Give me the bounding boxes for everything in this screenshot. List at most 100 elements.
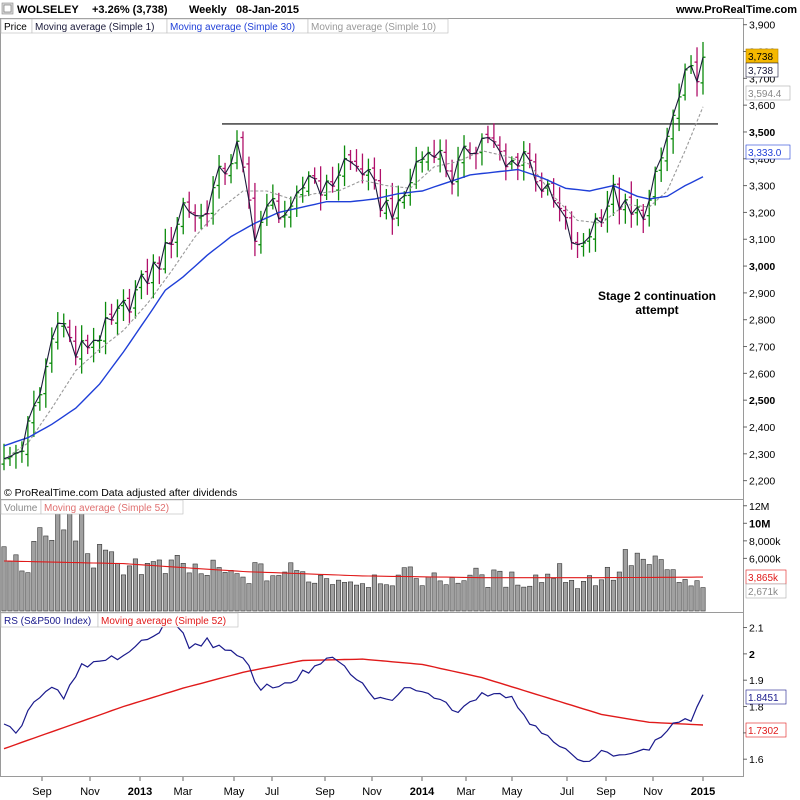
volume-bar xyxy=(294,570,300,612)
volume-bar xyxy=(79,512,85,612)
volume-bar xyxy=(395,574,401,612)
volume-bar xyxy=(533,574,539,612)
price-bar xyxy=(700,41,706,95)
date-label: 08-Jan-2015 xyxy=(236,4,299,16)
volume-bar xyxy=(55,510,61,612)
volume-bar xyxy=(43,535,49,612)
price-bar xyxy=(312,167,318,184)
volume-bar xyxy=(353,584,359,612)
volume-bar xyxy=(622,549,628,612)
price-bar xyxy=(419,151,425,173)
price-bar xyxy=(389,182,395,235)
volume-bar xyxy=(539,582,545,612)
volume-bar xyxy=(126,565,132,612)
price-bar xyxy=(216,155,222,199)
legend-ma1: Moving average (Simple 1) xyxy=(35,22,155,33)
volume-bar xyxy=(324,578,330,612)
x-tick-label: May xyxy=(224,786,245,798)
svg-text:3,738: 3,738 xyxy=(748,66,773,77)
price-y-tick-label: 3,500 xyxy=(749,127,775,139)
volume-bar xyxy=(19,570,25,612)
volume-bar xyxy=(31,541,37,612)
price-bar xyxy=(330,166,336,193)
svg-text:3,333.0: 3,333.0 xyxy=(748,148,782,159)
price-y-tick-label: 2,300 xyxy=(749,449,775,461)
legend-rs-ma: Moving average (Simple 52) xyxy=(101,616,226,627)
volume-bar xyxy=(509,571,515,612)
site-label: www.ProRealTime.com xyxy=(675,4,797,16)
ma1-line xyxy=(3,57,704,460)
price-bar xyxy=(31,390,37,437)
volume-bar xyxy=(288,562,294,612)
price-bar xyxy=(150,254,156,299)
volume-bar xyxy=(610,579,616,612)
volume-bar xyxy=(103,549,109,612)
price-y-tick-label: 2,800 xyxy=(749,315,775,327)
volume-bar xyxy=(192,563,198,612)
price-bar xyxy=(461,135,467,178)
price-bar xyxy=(348,149,354,171)
volume-bar xyxy=(604,566,610,612)
volume-bar xyxy=(616,571,622,612)
volume-bar xyxy=(25,572,31,612)
volume-bar xyxy=(688,585,694,612)
svg-text:3,738: 3,738 xyxy=(748,52,773,63)
volume-bar xyxy=(682,579,688,612)
volume-bar xyxy=(646,564,652,612)
volume-bar xyxy=(156,559,162,612)
volume-bar xyxy=(497,570,503,612)
volume-bar xyxy=(270,575,276,612)
price-bar xyxy=(1,443,7,471)
volume-bar xyxy=(144,563,150,612)
volume-y-tick-label: 8,000k xyxy=(749,536,781,548)
volume-bar xyxy=(115,562,121,612)
volume-bar xyxy=(216,567,222,612)
volume-bar xyxy=(575,588,581,612)
price-tag: 3,738 xyxy=(745,48,779,64)
volume-bar xyxy=(551,578,557,612)
x-tick-label: Mar xyxy=(457,786,476,798)
volume-bar xyxy=(628,565,634,612)
volume-bar xyxy=(61,529,67,612)
volume-bar xyxy=(467,574,473,612)
rs-y-tick-label: 2.1 xyxy=(749,623,764,635)
x-tick-label: 2015 xyxy=(691,786,715,798)
x-tick-label: May xyxy=(502,786,523,798)
price-y-tick-label: 3,300 xyxy=(749,181,775,193)
price-bar xyxy=(425,146,431,171)
volume-bar xyxy=(222,572,228,612)
volume-bar xyxy=(694,580,700,612)
volume-bar xyxy=(419,585,425,612)
volume-bar xyxy=(700,587,706,612)
price-panel xyxy=(0,18,744,500)
volume-bar xyxy=(389,585,395,612)
volume-bar xyxy=(670,569,676,612)
volume-bar xyxy=(342,582,348,612)
volume-bar xyxy=(109,551,115,612)
price-bar xyxy=(646,189,652,227)
x-tick-label: Nov xyxy=(80,786,100,798)
ma30-tag: 3,333.0 xyxy=(745,144,791,160)
price-bar xyxy=(365,158,371,191)
price-bar xyxy=(622,193,628,224)
price-bar xyxy=(61,313,67,338)
legend-ma30: Moving average (Simple 30) xyxy=(170,22,295,33)
rs-y-tick-label: 1.6 xyxy=(749,754,764,766)
price-y-tick-label: 3,200 xyxy=(749,207,775,219)
period-label: Weekly xyxy=(189,4,228,16)
price-bar xyxy=(371,157,377,190)
volume-y-tick-label: 12M xyxy=(749,501,769,513)
volume-bar xyxy=(73,540,79,612)
price-bar xyxy=(455,146,461,197)
volume-bar xyxy=(359,583,365,612)
volume-bar xyxy=(425,576,431,612)
price-bar xyxy=(521,141,527,181)
rs-ma-line xyxy=(3,658,704,750)
menu-icon-inner xyxy=(3,4,12,13)
price-y-tick-label: 2,600 xyxy=(749,368,775,380)
price-bar xyxy=(252,182,258,257)
volume-bar xyxy=(640,558,646,612)
volume-bar xyxy=(13,554,19,612)
price-bar xyxy=(55,312,61,350)
volume-bar xyxy=(204,574,210,612)
